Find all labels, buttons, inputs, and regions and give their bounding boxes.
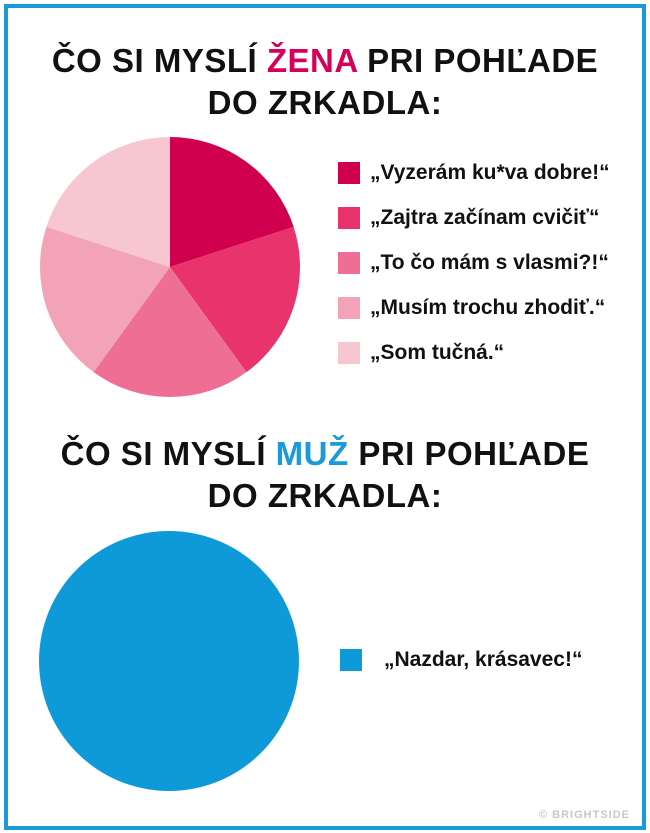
man-legend-swatch <box>340 649 362 671</box>
woman-title-highlight: ŽENA <box>266 42 358 79</box>
woman-legend-item: „Musím trochu zhodiť.“ <box>338 293 605 323</box>
woman-legend-label: „Zajtra začínam cvičiť“ <box>370 206 600 229</box>
woman-legend-item: „Som tučná.“ <box>338 338 504 368</box>
woman-title-before: ČO SI MYSLÍ <box>51 42 267 79</box>
man-title-before: ČO SI MYSLÍ <box>60 435 276 472</box>
man-title-after: PRI POHĽADE <box>348 435 590 472</box>
woman-legend-item: „Vyzerám ku*va dobre!“ <box>338 158 610 188</box>
woman-legend-swatch <box>338 207 360 229</box>
man-pie-slice-0 <box>39 531 299 791</box>
woman-title-line2: DO ZRKADLA: <box>207 84 443 121</box>
woman-pie-slice-2 <box>93 267 247 397</box>
woman-pie-slice-3 <box>40 226 171 373</box>
man-title-line2: DO ZRKADLA: <box>207 477 443 514</box>
brightside-watermark: © BRIGHTSIDE <box>539 809 630 821</box>
man-legend-label: „Nazdar, krásavec!“ <box>384 648 583 671</box>
woman-legend-label: „Vyzerám ku*va dobre!“ <box>370 161 610 184</box>
woman-title-after: PRI POHĽADE <box>357 42 599 79</box>
woman-chart-title: ČO SI MYSLÍ ŽENA PRI POHĽADE DO ZRKADLA: <box>0 40 650 124</box>
woman-legend-label: „To čo mám s vlasmi?!“ <box>370 251 609 274</box>
woman-legend-swatch <box>338 162 360 184</box>
blue-frame <box>4 4 646 830</box>
woman-legend-swatch <box>338 297 360 319</box>
woman-pie-slice-1 <box>170 226 300 373</box>
woman-pie-slice-0 <box>170 137 294 267</box>
woman-legend-swatch <box>338 252 360 274</box>
man-title-highlight: MUŽ <box>275 435 349 472</box>
woman-legend-swatch <box>338 342 360 364</box>
woman-legend-item: „Zajtra začínam cvičiť“ <box>338 203 600 233</box>
woman-legend-label: „Som tučná.“ <box>370 341 505 364</box>
man-legend-item: „Nazdar, krásavec!“ <box>340 645 582 675</box>
man-chart-title: ČO SI MYSLÍ MUŽ PRI POHĽADE DO ZRKADLA: <box>0 433 650 517</box>
woman-legend-item: „To čo mám s vlasmi?!“ <box>338 248 609 278</box>
woman-legend-label: „Musím trochu zhodiť.“ <box>370 296 606 319</box>
woman-pie-slice-4 <box>46 137 170 267</box>
